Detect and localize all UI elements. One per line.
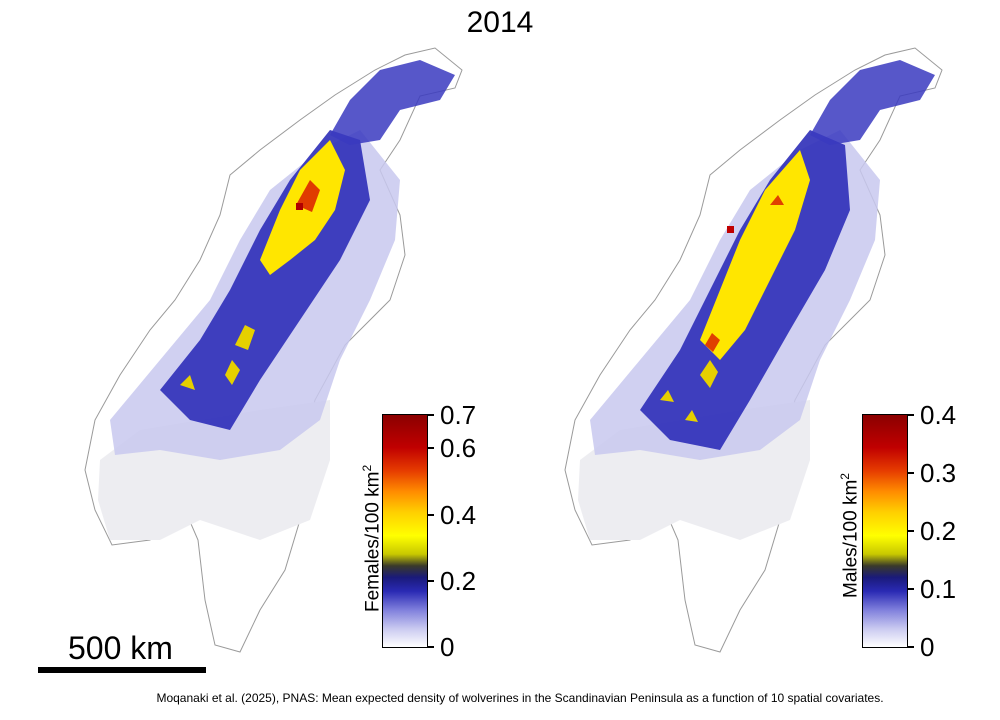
- female-tick-mark: [428, 514, 434, 516]
- female-tick-label: 0: [440, 632, 455, 662]
- male-tick-label: 0.1: [920, 574, 957, 604]
- scale-bar-label: 500 km: [68, 630, 173, 666]
- female-tick-mark: [428, 646, 434, 648]
- male-legend-title: Males/100 km2: [838, 473, 862, 598]
- male-yellow-spots: [660, 360, 718, 422]
- male-tick-label: 0.4: [920, 400, 957, 430]
- male-peak-cell: [727, 226, 734, 233]
- male-density-map: [564, 47, 943, 653]
- female-north-zone: [330, 60, 455, 145]
- female-tick-label: 0.2: [440, 566, 477, 596]
- female-legend-title: Females/100 km2: [360, 464, 384, 612]
- male-red-core: [705, 195, 784, 352]
- female-tick-label: 0.4: [440, 500, 477, 530]
- male-tick-mark: [908, 646, 914, 648]
- male-tick-mark: [908, 472, 914, 474]
- female-density-map: [84, 47, 463, 653]
- scale-bar: [38, 667, 206, 673]
- female-yellow-spots: [180, 325, 255, 390]
- female-tick-mark: [428, 414, 434, 416]
- male-tick-label: 0.2: [920, 516, 957, 546]
- female-peak-cell: [296, 203, 303, 210]
- male-north-zone: [810, 60, 935, 145]
- male-colorbar: [862, 414, 908, 648]
- female-colorbar: [382, 414, 428, 648]
- male-tick-mark: [908, 588, 914, 590]
- male-tick-mark: [908, 414, 914, 416]
- figure-title: 2014: [466, 6, 534, 39]
- male-tick-label: 0.3: [920, 458, 957, 488]
- figure-caption: Moqanaki et al. (2025), PNAS: Mean expec…: [156, 691, 884, 705]
- male-tick-label: 0: [920, 632, 935, 662]
- female-tick-label: 0.6: [440, 433, 477, 463]
- female-tick-label: 0.7: [440, 400, 477, 430]
- female-tick-mark: [428, 580, 434, 582]
- female-tick-mark: [428, 447, 434, 449]
- male-tick-mark: [908, 530, 914, 532]
